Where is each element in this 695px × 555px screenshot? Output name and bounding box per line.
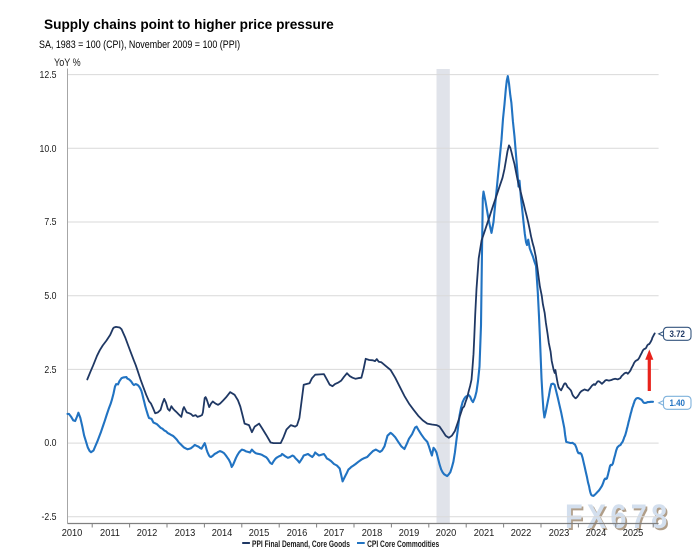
svg-text:3.72: 3.72: [669, 329, 685, 340]
svg-text:1.40: 1.40: [669, 398, 685, 409]
